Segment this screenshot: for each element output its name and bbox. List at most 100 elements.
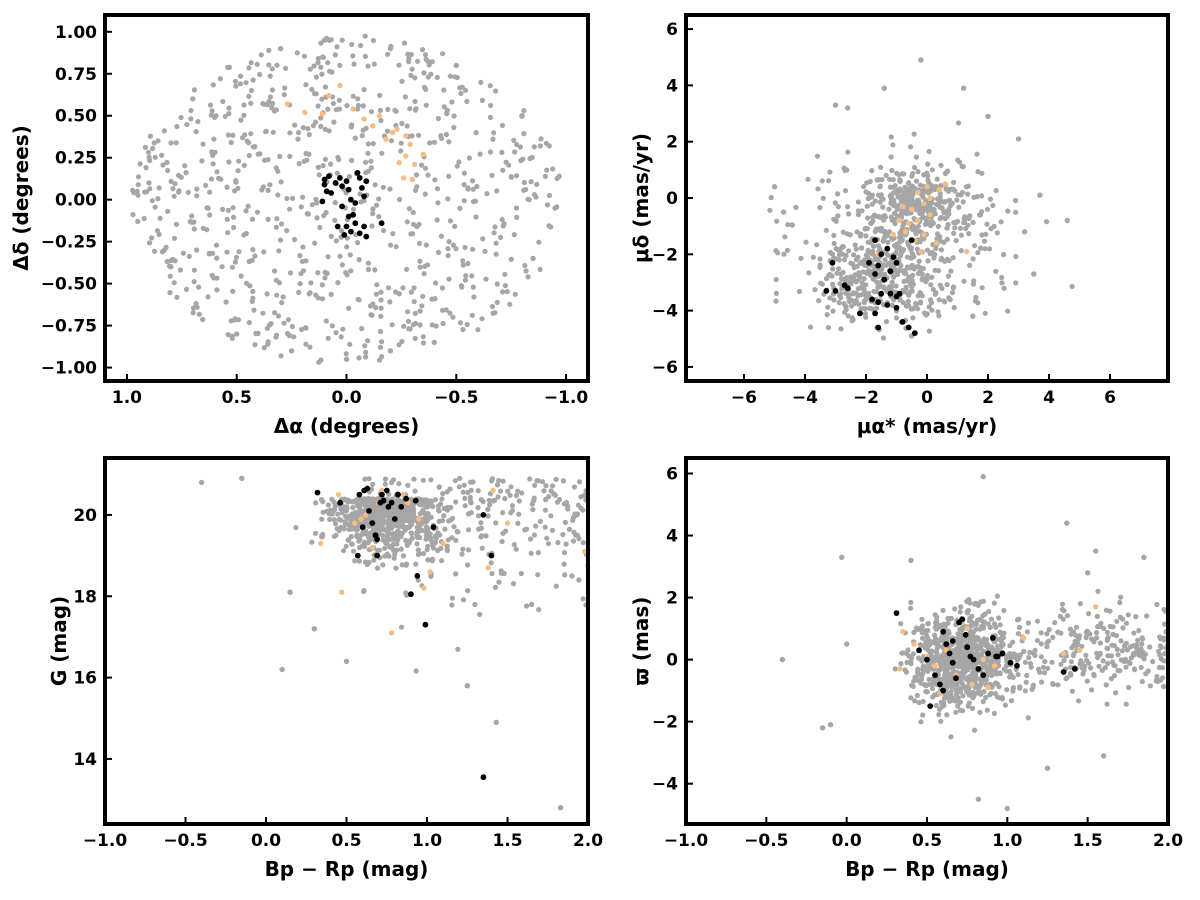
field-star-point xyxy=(959,656,965,662)
field-star-point xyxy=(556,173,562,179)
field-star-point xyxy=(571,484,578,490)
field-star-point xyxy=(987,624,993,631)
field-star-point xyxy=(957,699,964,705)
y-tick-label: 0 xyxy=(666,189,678,209)
field-star-point xyxy=(941,210,947,216)
field-star-point xyxy=(902,191,908,197)
field-star-point xyxy=(872,198,878,204)
field-star-point xyxy=(1030,682,1036,688)
field-star-point xyxy=(433,280,439,286)
member-star-point xyxy=(354,169,361,176)
field-star-point xyxy=(970,219,976,226)
field-star-point xyxy=(944,712,950,718)
field-star-point xyxy=(909,251,915,257)
field-star-point xyxy=(851,252,857,258)
field-star-point xyxy=(493,719,499,725)
field-star-point xyxy=(207,212,213,218)
field-star-point xyxy=(503,528,509,534)
field-star-point xyxy=(970,313,976,319)
field-star-point xyxy=(183,170,189,176)
field-star-point xyxy=(269,66,275,72)
field-star-point xyxy=(306,291,312,297)
field-star-point xyxy=(462,277,469,283)
y-axis-label: μδ (mas/yr) xyxy=(629,133,653,263)
field-star-point xyxy=(970,256,976,262)
field-star-point xyxy=(910,315,916,321)
field-star-point xyxy=(978,691,984,697)
field-star-point xyxy=(977,676,983,682)
field-star-point xyxy=(1016,655,1022,661)
field-star-point xyxy=(829,251,836,257)
field-star-point xyxy=(1158,644,1164,651)
field-star-point xyxy=(347,341,353,347)
field-star-point xyxy=(932,692,938,698)
field-star-point xyxy=(341,526,347,532)
field-star-point xyxy=(358,42,364,49)
field-star-point xyxy=(246,152,252,159)
field-star-point xyxy=(912,164,918,171)
field-star-point xyxy=(958,604,964,610)
field-star-point xyxy=(1059,606,1065,613)
field-star-point xyxy=(1143,671,1149,677)
field-star-point xyxy=(324,508,330,514)
field-star-point xyxy=(874,279,880,285)
field-star-point xyxy=(978,599,984,605)
member-star-point xyxy=(872,310,878,317)
field-star-point xyxy=(349,526,355,532)
field-star-point xyxy=(431,339,437,346)
field-star-point xyxy=(460,546,466,552)
field-star-point xyxy=(514,173,520,179)
points-layer xyxy=(198,475,588,811)
field-star-point xyxy=(942,667,948,674)
field-star-point xyxy=(905,292,912,298)
field-star-point xyxy=(453,499,459,505)
field-star-point xyxy=(1050,634,1056,641)
field-star-point xyxy=(441,505,447,511)
field-star-point xyxy=(438,545,444,552)
field-star-point xyxy=(908,659,914,665)
y-tick-label: 0.25 xyxy=(55,149,97,169)
field-star-point xyxy=(246,258,252,265)
field-star-point xyxy=(1041,670,1048,676)
field-star-point xyxy=(365,266,371,273)
field-star-point xyxy=(920,712,926,718)
field-star-point xyxy=(1089,687,1095,693)
field-star-point xyxy=(278,221,285,227)
field-star-point xyxy=(420,340,426,346)
field-star-point xyxy=(444,543,450,549)
field-star-point xyxy=(1136,627,1142,634)
field-star-point xyxy=(892,666,898,672)
field-star-point xyxy=(482,248,488,254)
orange-star-point xyxy=(932,663,938,669)
field-star-point xyxy=(363,159,369,165)
field-star-point xyxy=(477,151,483,157)
field-star-point xyxy=(371,497,377,503)
field-star-point xyxy=(499,216,505,223)
field-star-point xyxy=(233,83,239,89)
field-star-point xyxy=(935,231,941,237)
field-star-point xyxy=(371,61,377,67)
field-star-point xyxy=(176,188,182,194)
field-star-point xyxy=(948,268,954,274)
field-star-point xyxy=(984,658,991,664)
field-star-point xyxy=(487,149,493,155)
field-star-point xyxy=(210,82,216,88)
member-star-point xyxy=(940,628,946,635)
field-star-point xyxy=(1003,655,1010,661)
field-star-point xyxy=(365,338,371,344)
field-star-point xyxy=(362,343,368,349)
field-star-point xyxy=(1157,634,1163,640)
field-star-point xyxy=(526,197,532,203)
field-star-point xyxy=(974,647,980,653)
field-star-point xyxy=(317,224,323,231)
field-star-point xyxy=(491,130,497,136)
field-star-point xyxy=(364,497,370,503)
field-star-point xyxy=(898,621,904,627)
field-star-point xyxy=(1069,688,1075,694)
field-star-point xyxy=(911,225,917,231)
field-star-point xyxy=(245,203,251,209)
field-star-point xyxy=(991,710,998,717)
member-star-point xyxy=(875,324,882,331)
field-star-point xyxy=(1118,638,1124,644)
